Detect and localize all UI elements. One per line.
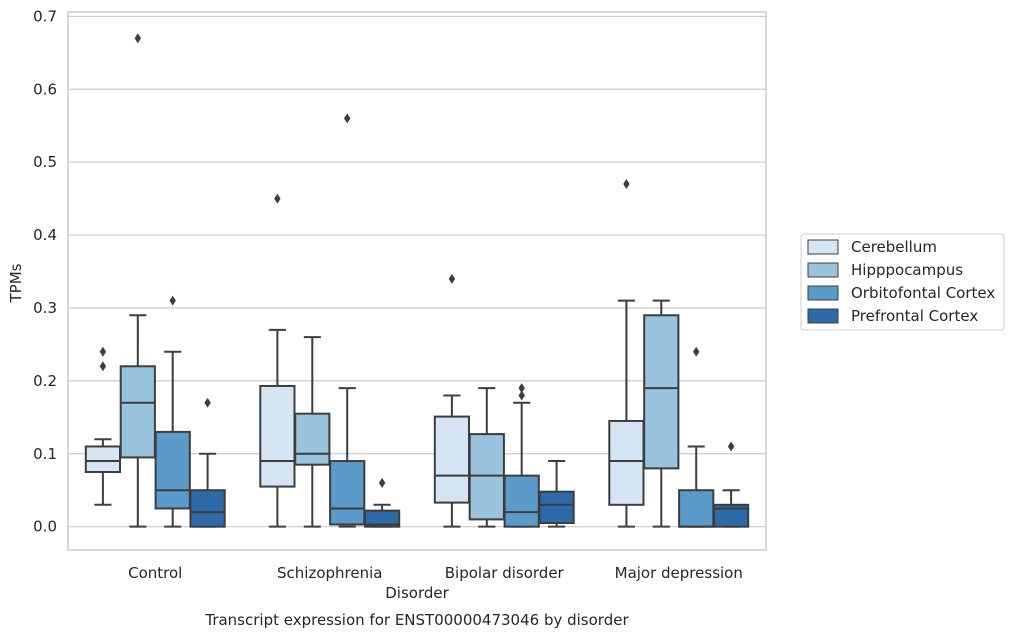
legend-label: Orbitofontal Cortex: [851, 284, 995, 302]
y-tick-label: 0.4: [33, 226, 57, 244]
x-tick-labels: Control Schizophrenia Bipolar disorder Majo…: [128, 564, 743, 582]
outlier-point: [274, 193, 281, 204]
outlier-point: [344, 113, 351, 124]
legend-swatch: [807, 285, 839, 301]
y-tick-label: 0.5: [33, 153, 57, 171]
y-axis-label: TPMs: [7, 263, 25, 303]
box-iqr: [294, 412, 331, 466]
legend-frame: [800, 233, 1005, 331]
y-tick-label: 0.0: [33, 518, 57, 536]
legend-items: Cerebellum Hipppocampus Orbitofontal Corte…: [807, 238, 995, 325]
box-iqr: [608, 419, 645, 506]
outlier-point: [623, 179, 630, 190]
box-iqr: [712, 503, 750, 528]
x-axis-label: Disorder: [385, 584, 449, 602]
box-cerebellum: [608, 179, 645, 528]
box-iqr: [84, 445, 122, 473]
y-tick-labels: 0.0 0.1 0.2 0.3 0.4 0.5 0.6 0.7: [33, 7, 57, 535]
box-iqr: [678, 489, 715, 528]
outlier-point: [448, 273, 456, 284]
box-iqr: [503, 474, 540, 528]
outlier-point: [99, 361, 107, 372]
box-cerebellum: [84, 346, 122, 506]
legend-label: Hipppocampus: [851, 261, 963, 279]
legend-label: Cerebellum: [851, 238, 937, 256]
box-iqr: [119, 365, 156, 459]
box-iqr: [259, 384, 296, 488]
legend-swatch: [807, 308, 839, 324]
box-orbitofontal-cortex: [329, 113, 366, 528]
box-iqr: [643, 314, 680, 470]
outlier-point: [518, 383, 525, 394]
box-hipppocampus: [468, 387, 505, 528]
plot-frame: [67, 11, 767, 551]
box-prefrontal-cortex: [363, 477, 401, 528]
outlier-point: [169, 295, 176, 306]
outlier-point: [693, 346, 700, 357]
box-iqr: [154, 430, 191, 510]
x-tick-label: Bipolar disorder: [445, 564, 565, 582]
outlier-point: [99, 346, 107, 357]
box-iqr: [538, 490, 575, 525]
legend-swatch: [807, 239, 839, 255]
legend-swatch: [807, 262, 839, 278]
box-orbitofontal-cortex: [154, 295, 191, 528]
y-tick-label: 0.2: [33, 372, 57, 390]
outlier-point: [134, 33, 141, 44]
box-cerebellum: [433, 273, 471, 528]
box-cerebellum: [259, 193, 296, 528]
box-iqr: [433, 415, 471, 504]
box-iqr: [189, 489, 226, 528]
box-iqr: [363, 509, 401, 528]
legend-label: Prefrontal Cortex: [851, 307, 978, 325]
boxes: [84, 33, 750, 528]
x-tick-label: Control: [128, 564, 182, 582]
box-iqr: [468, 433, 505, 521]
x-tick-label: Major depression: [615, 564, 743, 582]
box-hipppocampus: [294, 336, 331, 528]
x-tick-label: Schizophrenia: [277, 564, 382, 582]
y-tick-label: 0.6: [33, 80, 57, 98]
y-tick-label: 0.1: [33, 445, 57, 463]
legend: Cerebellum Hipppocampus Orbitofontal Corte…: [800, 233, 1005, 331]
chart-caption: Transcript expression for ENST0000047304…: [204, 611, 629, 629]
box-prefrontal-cortex: [712, 441, 750, 528]
outlier-point: [204, 397, 211, 408]
y-tick-label: 0.3: [33, 299, 57, 317]
outlier-point: [378, 477, 386, 488]
box-hipppocampus: [643, 299, 680, 528]
y-tick-label: 0.7: [33, 7, 57, 25]
outlier-point: [727, 441, 735, 452]
box-hipppocampus: [119, 33, 156, 528]
box-prefrontal-cortex: [538, 460, 575, 528]
box-iqr: [329, 460, 366, 526]
outlier-point: [518, 390, 525, 401]
box-prefrontal-cortex: [189, 397, 226, 528]
